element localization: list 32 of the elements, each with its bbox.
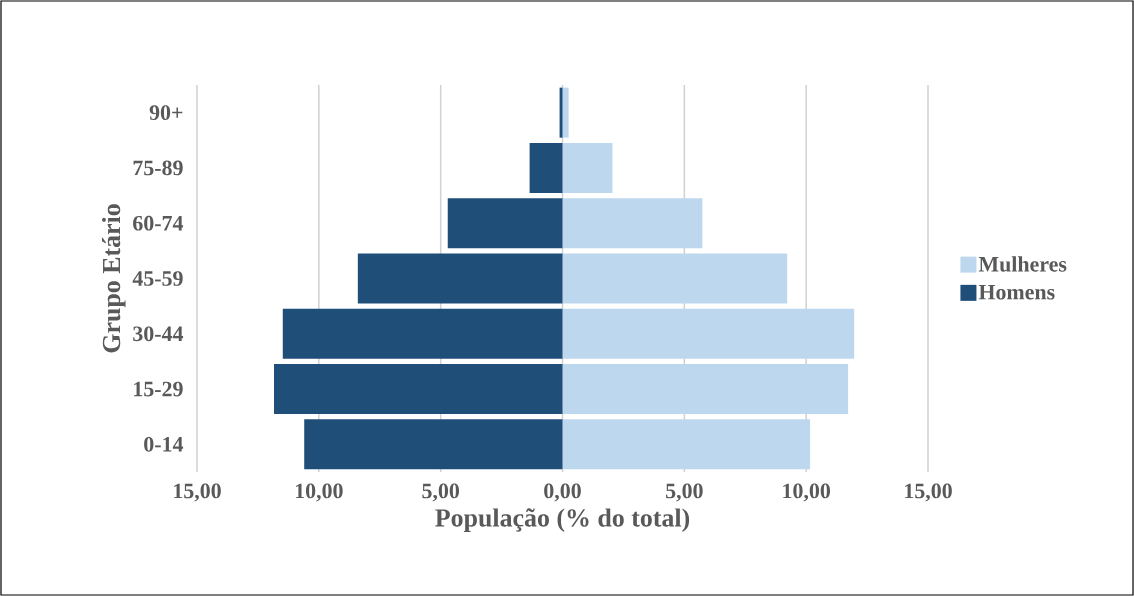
- bar: [562, 419, 811, 470]
- bar: [562, 142, 613, 193]
- bar: [559, 87, 563, 138]
- x-axis-title: População (% do total): [435, 508, 690, 532]
- x-tick-label: 5,00: [666, 483, 703, 502]
- y-tick-label: 90+: [149, 105, 183, 121]
- bar: [562, 308, 855, 359]
- x-tick-label: 10,00: [295, 483, 343, 502]
- bar: [562, 253, 788, 304]
- y-tick-label: 45-59: [132, 271, 183, 286]
- x-tick-label: 15,00: [905, 483, 952, 502]
- bar: [562, 198, 703, 249]
- bar: [357, 253, 563, 304]
- x-tick-label: 0,00: [544, 483, 581, 502]
- y-tick-label: 60-74: [133, 215, 184, 231]
- y-tick-label: 0-14: [144, 436, 184, 452]
- bar: [447, 198, 563, 249]
- bar: [562, 87, 569, 138]
- y-tick-label: 15-29: [134, 381, 183, 397]
- bar: [562, 364, 849, 415]
- x-tick-label: 5,00: [422, 483, 460, 502]
- y-axis-title: Grupo Etário: [101, 204, 126, 353]
- bar: [304, 419, 563, 470]
- bar: [274, 364, 563, 415]
- x-tick-label: 15,00: [174, 483, 221, 502]
- y-tick-label: 30-44: [133, 326, 184, 342]
- x-tick-label: 10,00: [783, 483, 830, 502]
- legend-label: Homens: [978, 284, 1055, 300]
- bar: [529, 142, 563, 193]
- y-tick-label: 75-89: [133, 160, 183, 176]
- bar: [282, 308, 563, 359]
- legend-label: Mulheres: [978, 256, 1067, 272]
